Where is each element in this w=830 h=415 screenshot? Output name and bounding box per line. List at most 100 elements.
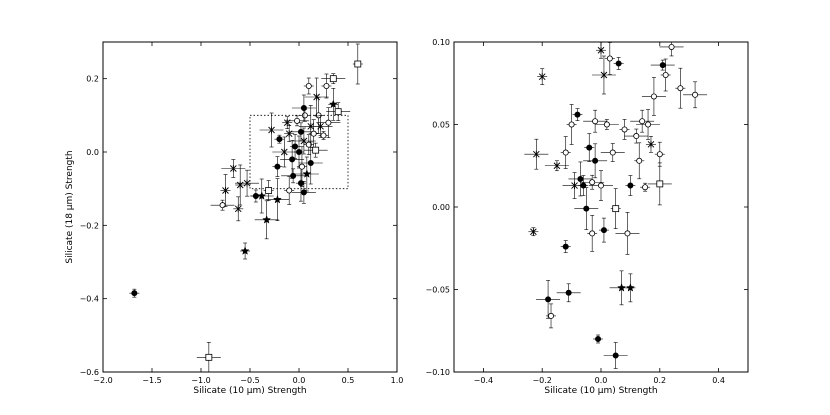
data-point — [310, 130, 317, 137]
data-point — [268, 126, 275, 134]
y-tick-label: 0.05 — [432, 121, 450, 130]
x-tick-label: −2.0 — [93, 376, 112, 385]
x-tick-label: 0.2 — [653, 376, 666, 385]
y-tick-label: −0.2 — [80, 221, 99, 230]
x-tick-label: −0.2 — [532, 376, 551, 385]
data-point — [329, 75, 337, 83]
data-points — [524, 42, 708, 369]
data-point — [612, 352, 619, 359]
x-tick-label: 0.0 — [595, 376, 608, 385]
data-point — [313, 93, 320, 101]
data-point — [294, 117, 301, 124]
x-tick-label: 1.0 — [391, 376, 404, 385]
y-tick-label: 0.00 — [432, 203, 450, 212]
data-point — [274, 163, 281, 170]
data-point — [662, 72, 669, 79]
zoom-region-box — [249, 114, 349, 190]
y-tick-label: 0.0 — [86, 148, 99, 157]
data-point — [589, 179, 596, 186]
data-point — [624, 230, 631, 237]
data-point — [257, 191, 267, 200]
data-point — [295, 148, 302, 155]
data-point — [615, 60, 622, 67]
data-point — [538, 73, 546, 81]
data-point — [562, 243, 569, 250]
data-point — [286, 187, 293, 194]
data-point — [633, 133, 640, 140]
data-point — [583, 205, 590, 212]
x-tick-label: −0.5 — [240, 376, 259, 385]
x-tick-label: −0.4 — [474, 376, 493, 385]
data-point — [636, 157, 643, 164]
data-point — [625, 283, 635, 292]
data-point — [298, 163, 305, 170]
data-point — [568, 121, 575, 128]
data-point — [312, 146, 320, 154]
data-point — [280, 148, 288, 156]
data-point — [645, 121, 652, 128]
data-point — [650, 93, 657, 100]
data-point — [289, 156, 296, 163]
data-point — [621, 126, 628, 133]
x-tick-label: 0.5 — [342, 376, 355, 385]
x-axis-label: Silicate (10 μm) Strength — [544, 386, 657, 396]
data-points — [129, 43, 363, 372]
data-point — [305, 83, 312, 90]
x-axis-label: Silicate (10 μm) Strength — [193, 386, 306, 396]
data-point — [627, 182, 634, 189]
data-point — [639, 118, 646, 125]
data-point — [598, 182, 605, 189]
data-point — [222, 187, 229, 194]
data-point — [642, 184, 649, 191]
data-point — [230, 165, 237, 172]
y-tick-label: −0.10 — [425, 368, 450, 377]
data-point — [692, 91, 699, 98]
data-point — [323, 83, 330, 90]
data-point — [317, 122, 324, 130]
data-point — [565, 289, 572, 296]
data-point — [234, 205, 242, 213]
data-point — [297, 180, 304, 187]
data-point — [325, 119, 332, 126]
data-point — [219, 202, 226, 209]
data-point — [307, 159, 314, 166]
data-point — [272, 194, 282, 204]
data-point — [659, 62, 666, 69]
data-point — [612, 205, 620, 213]
data-point — [328, 99, 338, 109]
data-point — [300, 137, 308, 145]
data-point — [609, 149, 616, 156]
data-point — [131, 290, 138, 297]
data-point — [617, 283, 627, 292]
y-tick-label: −0.6 — [80, 368, 99, 377]
data-point — [320, 132, 327, 139]
left-scatter-panel: −2.0 −1.5 −1.0 −0.5 0.0 0.5 1.0 −0.6 −0.4 −0.2 0.0… — [65, 41, 404, 396]
data-point — [668, 43, 675, 50]
data-point — [276, 136, 283, 143]
data-point — [562, 149, 569, 156]
data-point — [354, 60, 362, 68]
data-point — [577, 175, 584, 182]
data-point — [265, 187, 273, 194]
data-point — [302, 169, 312, 178]
data-point — [530, 228, 537, 236]
y-tick-label: −0.4 — [80, 295, 99, 304]
data-point — [300, 105, 307, 112]
data-point — [553, 162, 561, 170]
data-point — [533, 150, 540, 158]
data-point — [545, 296, 552, 303]
y-axis-label: Silicate (18 μm) Strength — [65, 150, 75, 263]
data-point — [297, 128, 304, 135]
y-tick-label: 0.2 — [86, 75, 99, 84]
data-point — [262, 215, 272, 224]
plot-frame — [102, 41, 398, 373]
data-point — [586, 144, 593, 151]
data-point — [292, 143, 299, 150]
data-point — [603, 121, 610, 128]
data-point — [656, 180, 664, 188]
data-point — [677, 85, 684, 92]
data-point — [589, 230, 596, 237]
x-tick-label: 0.0 — [293, 376, 306, 385]
data-point — [656, 151, 663, 158]
data-point — [606, 55, 613, 62]
